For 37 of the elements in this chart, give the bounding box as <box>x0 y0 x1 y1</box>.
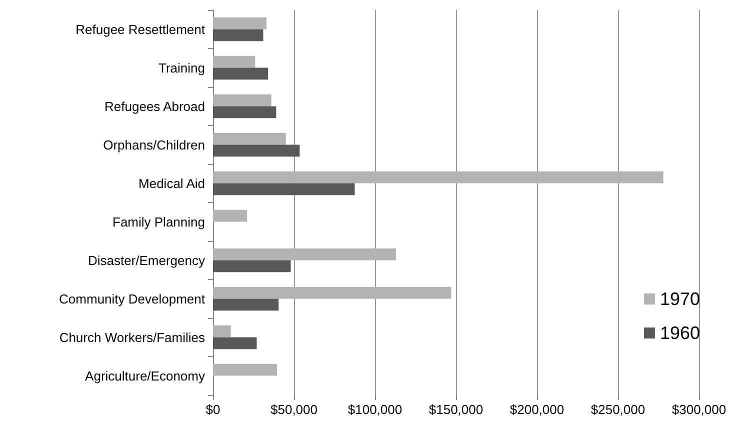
y-tick-label: Refugee Resettlement <box>76 22 206 37</box>
bar <box>213 210 248 222</box>
bar <box>213 132 286 145</box>
x-tick-label: $150,000 <box>428 402 484 417</box>
bar <box>213 298 279 311</box>
x-tick-label: $200,000 <box>510 402 564 417</box>
x-tick-label: $100,000 <box>348 402 402 417</box>
bar <box>213 17 266 30</box>
bar <box>213 337 257 350</box>
y-tick-label: Refugees Abroad <box>104 98 205 114</box>
bar <box>213 248 396 260</box>
bar <box>213 286 452 299</box>
y-tick-label: Medical Aid <box>138 176 205 191</box>
legend-label: 1960 <box>660 323 700 343</box>
bar <box>213 94 272 106</box>
y-tick-label: Agriculture/Economy <box>85 368 206 384</box>
y-tick-label: Family Planning <box>112 214 205 230</box>
bar <box>213 325 231 338</box>
bar <box>213 260 291 272</box>
bar <box>213 56 256 68</box>
bar <box>213 364 277 376</box>
y-tick-label: Church Workers/Families <box>59 330 206 345</box>
bar <box>213 183 355 196</box>
y-tick-label: Training <box>158 60 205 76</box>
bar <box>213 106 276 118</box>
bar <box>213 29 264 42</box>
x-tick-label: $250,000 <box>590 402 646 417</box>
legend-label: 1970 <box>660 289 700 309</box>
y-tick-label: Disaster/Emergency <box>88 252 206 268</box>
bar <box>213 144 300 157</box>
bar <box>213 68 268 80</box>
x-tick-label: $50,000 <box>270 402 318 417</box>
x-tick-label: $0 <box>206 402 220 417</box>
x-tick-label: $300,000 <box>672 402 726 417</box>
bar <box>213 171 664 184</box>
y-tick-label: Community Development <box>59 291 206 306</box>
y-tick-label: Orphans/Children <box>103 137 205 152</box>
